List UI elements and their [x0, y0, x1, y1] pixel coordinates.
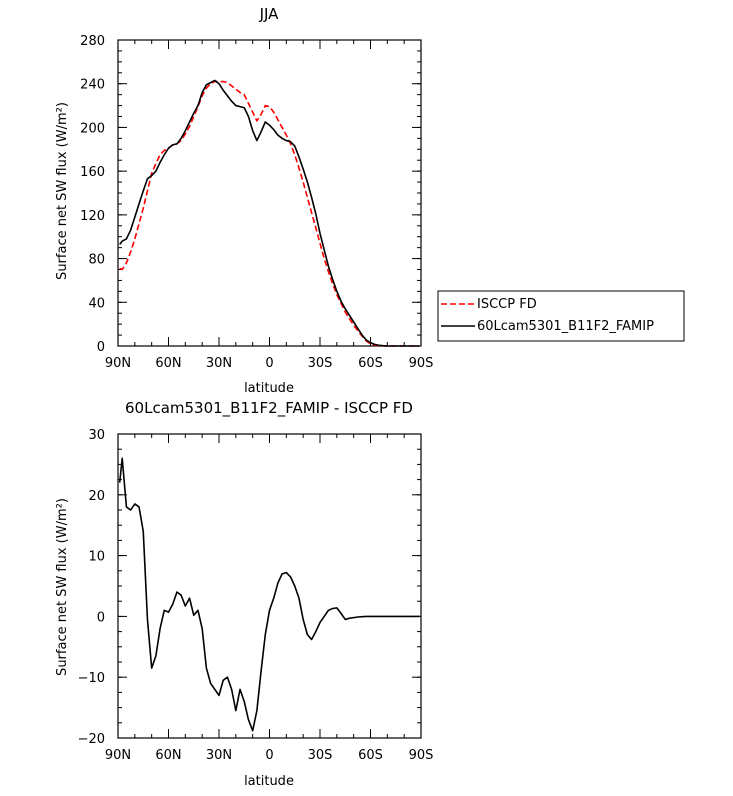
- bottom-x-tick-label: 0: [265, 748, 273, 763]
- top-series-line-1: [119, 79, 420, 347]
- bottom-series-line-0: [118, 457, 420, 732]
- bottom-x-tick-label: 30S: [308, 748, 333, 763]
- bottom-chart: 60Lcam5301_B11F2_FAMIP - ISCCP FD 90N 60N…: [55, 399, 433, 789]
- top-y-tick-label: 280: [80, 34, 105, 49]
- legend-box: [437, 290, 685, 342]
- top-chart-axes: 90N 60N 30N 0 30S 60S 90S 0 40 80 120 160 200 240 280: [80, 34, 433, 371]
- top-x-tick-label: 60S: [358, 356, 383, 371]
- bottom-plot-frame: [117, 433, 422, 739]
- bottom-y-tick-label: 30: [88, 428, 105, 443]
- bottom-y-tick-label: −20: [78, 732, 105, 747]
- legend: ISCCP FD 60Lcam5301_B11F2_FAMIP: [437, 290, 685, 342]
- bottom-y-tick-label: 20: [88, 489, 105, 504]
- top-x-tick-label: 90N: [105, 356, 131, 371]
- top-y-tick-label: 160: [80, 165, 105, 180]
- top-chart-ylabel: Surface net SW flux (W/m²): [55, 102, 70, 280]
- bottom-x-tick-label: 30N: [206, 748, 232, 763]
- top-y-tick-label: 240: [80, 78, 105, 93]
- bottom-x-tick-label: 90N: [105, 748, 131, 763]
- top-chart: JJA 90N 60N 30N 0 30S 60S 90S 0 40 80 120 160 200 240…: [55, 5, 433, 396]
- bottom-y-tick-label: 10: [88, 550, 105, 565]
- top-chart-title: JJA: [259, 5, 280, 23]
- bottom-x-tick-label: 90S: [409, 748, 434, 763]
- bottom-chart-series: [118, 457, 420, 732]
- top-y-tick-label: 40: [88, 296, 105, 311]
- top-chart-series: [119, 79, 420, 347]
- legend-label-model: 60Lcam5301_B11F2_FAMIP: [477, 319, 654, 334]
- bottom-chart-axes: 90N 60N 30N 0 30S 60S 90S −20 −10 0 10 20 30: [78, 428, 434, 763]
- bottom-y-tick-label: −10: [78, 671, 105, 686]
- top-x-tick-label: 30N: [206, 356, 232, 371]
- top-plot-frame: [117, 39, 422, 347]
- top-y-tick-label: 80: [88, 253, 105, 268]
- top-x-tick-label: 30S: [308, 356, 333, 371]
- top-y-tick-label: 0: [97, 340, 105, 355]
- top-y-tick-label: 200: [80, 121, 105, 136]
- bottom-x-tick-label: 60S: [358, 748, 383, 763]
- top-x-tick-label: 0: [265, 356, 273, 371]
- bottom-chart-xlabel: latitude: [244, 774, 294, 789]
- top-x-tick-label: 60N: [155, 356, 181, 371]
- top-series-line-0: [119, 80, 420, 347]
- bottom-x-tick-label: 60N: [155, 748, 181, 763]
- bottom-chart-title: 60Lcam5301_B11F2_FAMIP - ISCCP FD: [125, 399, 413, 418]
- bottom-y-tick-label: 0: [97, 610, 105, 625]
- bottom-chart-ylabel: Surface net SW flux (W/m²): [55, 498, 70, 676]
- top-x-tick-label: 90S: [409, 356, 434, 371]
- top-y-tick-label: 120: [80, 209, 105, 224]
- top-chart-xlabel: latitude: [244, 381, 294, 396]
- legend-label-isccp: ISCCP FD: [477, 297, 537, 312]
